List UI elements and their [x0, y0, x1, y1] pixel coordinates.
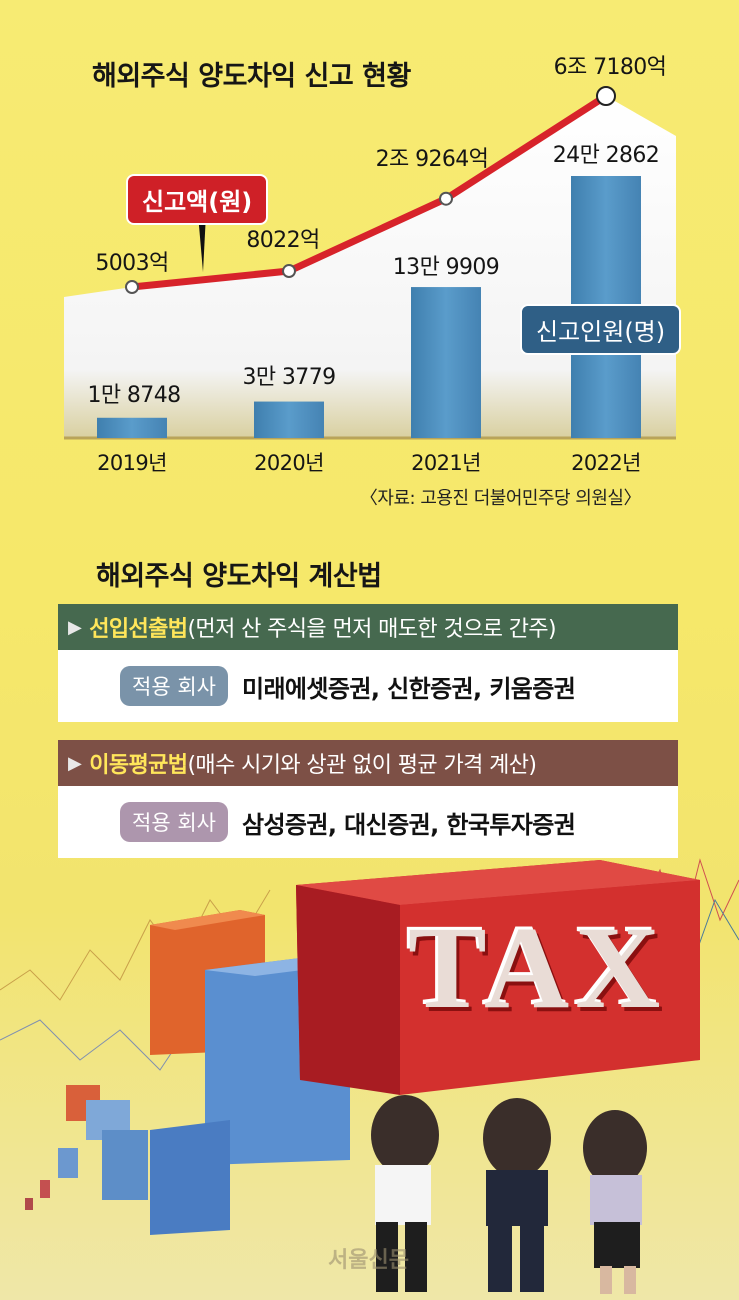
ant-figures [371, 1095, 647, 1294]
chevron-right-icon: ▶ [68, 752, 82, 774]
line-series [125, 86, 616, 294]
method-average-header: ▶ 이동평균법 (매수 시기와 상관 없이 평균 가격 계산) [58, 740, 678, 786]
applies-to-badge: 적용 회사 [120, 666, 228, 706]
source-note: 〈자료: 고용진 더불어민주당 의원실〉 [359, 488, 642, 509]
method-fifo-body: 적용 회사 미래에셋증권, 신한증권, 키움증권 [58, 650, 678, 722]
bar-label-2020년: 3만 3779 [242, 365, 335, 390]
tax-illustration [0, 858, 739, 1294]
line-point-2022년 [596, 86, 616, 106]
line-label-2022년: 6조 7180억 [554, 55, 667, 80]
method-description: (먼저 산 주식을 먼저 매도한 것으로 간주) [187, 617, 557, 642]
applies-to-badge: 적용 회사 [120, 802, 228, 842]
bar-2019년 [97, 417, 167, 438]
bar-label-2019년: 1만 8748 [87, 383, 180, 408]
x-tick-label: 2022년 [571, 451, 641, 475]
line-label-2021년: 2조 9264억 [376, 147, 489, 172]
line-point-2021년 [439, 191, 453, 206]
bar-label-2022년: 24만 2862 [553, 143, 659, 168]
method-name: 이동평균법 [89, 753, 188, 778]
chevron-right-icon: ▶ [68, 616, 82, 638]
x-tick-label: 2020년 [254, 451, 324, 475]
x-axis-ticks: 2019년 2020년 2021년 2022년 [97, 451, 641, 475]
chart-title: 해외주식 양도차익 신고 현황 [92, 61, 411, 92]
chart-canvas: 5003억 8022억 2조 9264억 6조 7180억 1만 8748 3만 3779… [64, 55, 676, 475]
company-list: 미래에셋증권, 신한증권, 키움증권 [241, 674, 576, 703]
badge-pointer [198, 214, 206, 272]
data-labels: 5003억 8022억 2조 9264억 6조 7180억 1만 8748 3만 3779… [87, 55, 666, 408]
candle-blocks-decoration [25, 1085, 148, 1210]
tax-label: TAX [408, 902, 667, 1033]
method-average-body: 적용 회사 삼성증권, 대신증권, 한국투자증권 [58, 786, 678, 858]
legend-line-series: 신고액(원) [126, 174, 269, 225]
publisher-watermark: 서울신문 [328, 1248, 409, 1273]
amount-line [131, 93, 608, 291]
line-point-2020년 [282, 264, 296, 279]
bar-2021년 [411, 287, 481, 438]
tax-block [296, 860, 700, 1095]
method-fifo-box: ▶ 선입선출법 (먼저 산 주식을 먼저 매도한 것으로 간주) 적용 회사 미… [58, 604, 678, 722]
calc-section-title: 해외주식 양도차익 계산법 [96, 561, 382, 592]
line-point-2019년 [125, 280, 139, 294]
method-fifo-header: ▶ 선입선출법 (먼저 산 주식을 먼저 매도한 것으로 간주) [58, 604, 678, 650]
x-tick-label: 2021년 [411, 451, 481, 475]
bar-label-2021년: 13만 9909 [393, 255, 499, 280]
method-name: 선입선출법 [89, 617, 188, 642]
x-tick-label: 2019년 [97, 451, 167, 475]
legend-bar-series: 신고인원(명) [520, 304, 682, 355]
bar-2020년 [254, 401, 324, 438]
method-average-box: ▶ 이동평균법 (매수 시기와 상관 없이 평균 가격 계산) 적용 회사 삼성… [58, 740, 678, 858]
line-label-2019년: 5003억 [95, 251, 168, 276]
method-description: (매수 시기와 상관 없이 평균 가격 계산) [187, 753, 537, 778]
company-list: 삼성증권, 대신증권, 한국투자증권 [241, 810, 576, 839]
line-label-2020년: 8022억 [246, 228, 319, 253]
